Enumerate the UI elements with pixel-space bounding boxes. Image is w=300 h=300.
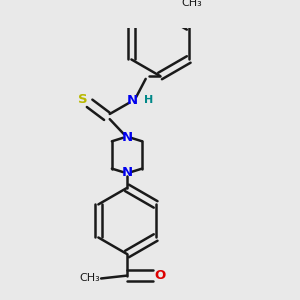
Text: S: S [78, 92, 87, 106]
Text: N: N [122, 166, 133, 178]
Text: N: N [127, 94, 138, 107]
Text: O: O [154, 269, 166, 282]
Text: CH₃: CH₃ [79, 274, 100, 284]
Text: H: H [144, 95, 153, 105]
Text: N: N [122, 131, 133, 144]
Text: CH₃: CH₃ [182, 0, 203, 8]
